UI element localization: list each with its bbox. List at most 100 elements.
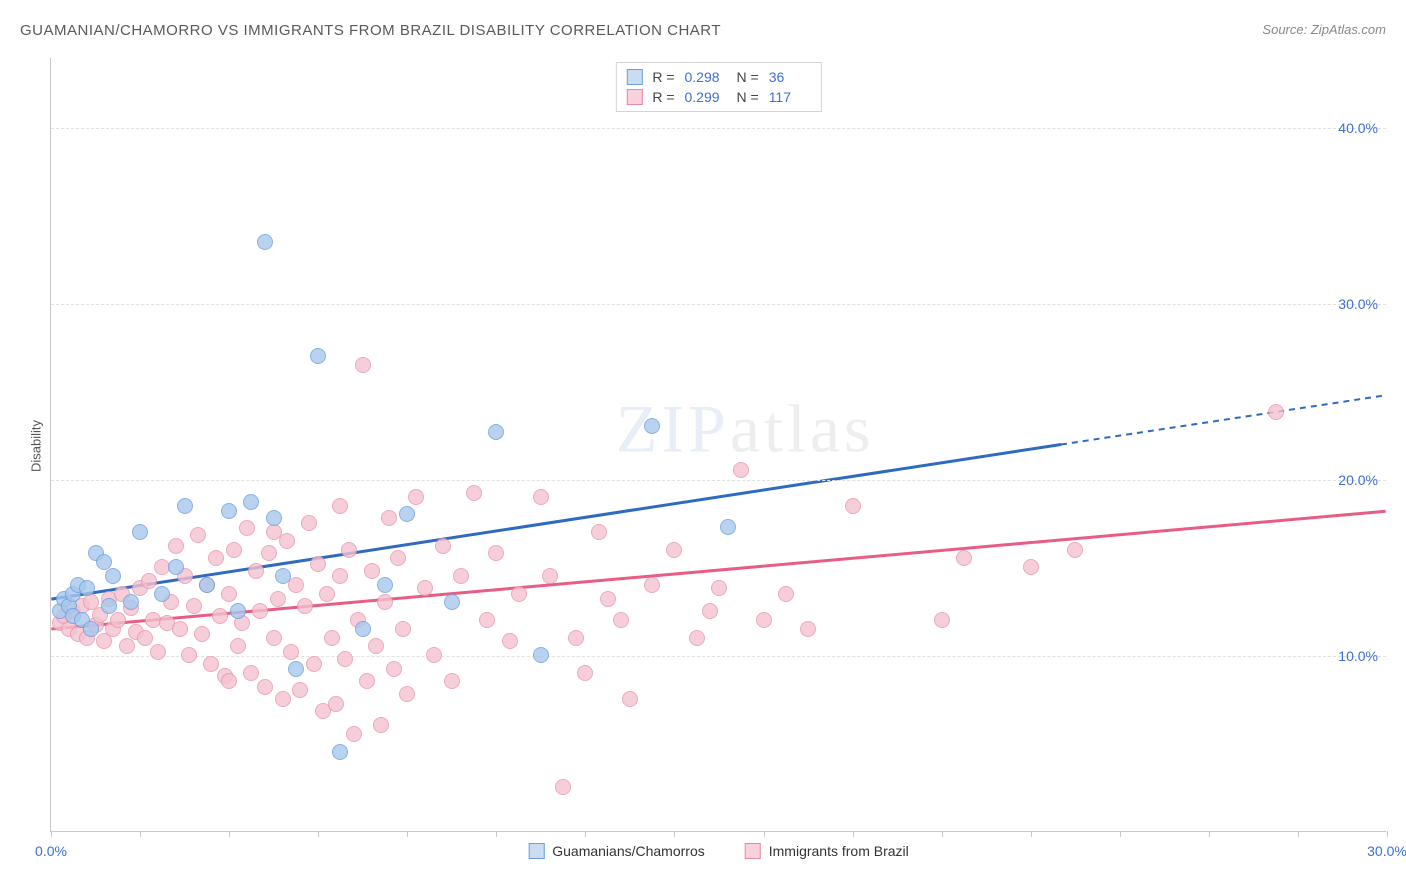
y-tick-label: 30.0%	[1338, 296, 1378, 312]
y-tick-label: 40.0%	[1338, 120, 1378, 136]
data-point-guamanians	[720, 519, 736, 535]
data-point-brazil	[453, 568, 469, 584]
data-point-brazil	[110, 612, 126, 628]
x-tick	[1031, 831, 1032, 837]
data-point-brazil	[150, 644, 166, 660]
chart-title: GUAMANIAN/CHAMORRO VS IMMIGRANTS FROM BR…	[20, 22, 721, 39]
data-point-brazil	[141, 573, 157, 589]
x-tick	[1209, 831, 1210, 837]
data-point-brazil	[306, 656, 322, 672]
data-point-guamanians	[644, 418, 660, 434]
data-point-brazil	[395, 621, 411, 637]
data-point-brazil	[702, 603, 718, 619]
x-tick	[764, 831, 765, 837]
plot-area: ZIPatlas R = 0.298 N = 36 R = 0.299 N = …	[50, 58, 1386, 832]
data-point-brazil	[257, 679, 273, 695]
data-point-guamanians	[230, 603, 246, 619]
x-tick	[229, 831, 230, 837]
data-point-brazil	[502, 633, 518, 649]
data-point-guamanians	[123, 594, 139, 610]
data-point-guamanians	[199, 577, 215, 593]
data-point-brazil	[466, 485, 482, 501]
x-tick	[407, 831, 408, 837]
data-point-brazil	[221, 586, 237, 602]
data-point-brazil	[644, 577, 660, 593]
data-point-brazil	[386, 661, 402, 677]
data-point-brazil	[226, 542, 242, 558]
data-point-brazil	[319, 586, 335, 602]
data-point-brazil	[337, 651, 353, 667]
data-point-guamanians	[488, 424, 504, 440]
gridline-h	[51, 480, 1386, 481]
x-tick	[585, 831, 586, 837]
stats-row-brazil: R = 0.299 N = 117	[626, 87, 810, 107]
data-point-brazil	[310, 556, 326, 572]
data-point-brazil	[399, 686, 415, 702]
data-point-brazil	[119, 638, 135, 654]
data-point-brazil	[800, 621, 816, 637]
data-point-guamanians	[101, 598, 117, 614]
legend-label-brazil: Immigrants from Brazil	[769, 843, 909, 859]
data-point-brazil	[279, 533, 295, 549]
source-attribution: Source: ZipAtlas.com	[1262, 22, 1386, 37]
data-point-brazil	[248, 563, 264, 579]
data-point-guamanians	[168, 559, 184, 575]
data-point-brazil	[666, 542, 682, 558]
data-point-brazil	[600, 591, 616, 607]
data-point-brazil	[956, 550, 972, 566]
source-value: ZipAtlas.com	[1311, 22, 1386, 37]
data-point-brazil	[266, 524, 282, 540]
data-point-brazil	[221, 673, 237, 689]
data-point-brazil	[270, 591, 286, 607]
data-point-brazil	[733, 462, 749, 478]
data-point-brazil	[297, 598, 313, 614]
x-tick	[318, 831, 319, 837]
n-label: N =	[737, 69, 759, 85]
data-point-brazil	[239, 520, 255, 536]
data-point-brazil	[212, 608, 228, 624]
data-point-brazil	[194, 626, 210, 642]
data-point-brazil	[756, 612, 772, 628]
data-point-brazil	[368, 638, 384, 654]
x-tick-label: 30.0%	[1367, 843, 1406, 859]
data-point-guamanians	[266, 510, 282, 526]
data-point-brazil	[359, 673, 375, 689]
data-point-brazil	[568, 630, 584, 646]
data-point-brazil	[613, 612, 629, 628]
data-point-brazil	[444, 673, 460, 689]
gridline-h	[51, 304, 1386, 305]
data-point-brazil	[355, 357, 371, 373]
data-point-brazil	[243, 665, 259, 681]
data-point-guamanians	[332, 744, 348, 760]
data-point-guamanians	[310, 348, 326, 364]
data-point-guamanians	[79, 580, 95, 596]
data-point-guamanians	[288, 661, 304, 677]
data-point-brazil	[435, 538, 451, 554]
y-axis-label: Disability	[29, 420, 44, 472]
data-point-brazil	[292, 682, 308, 698]
data-point-guamanians	[221, 503, 237, 519]
x-tick	[1387, 831, 1388, 837]
legend-item-guamanians: Guamanians/Chamorros	[528, 843, 705, 859]
data-point-brazil	[283, 644, 299, 660]
data-point-guamanians	[243, 494, 259, 510]
data-point-brazil	[408, 489, 424, 505]
data-point-guamanians	[533, 647, 549, 663]
data-point-guamanians	[154, 586, 170, 602]
data-point-brazil	[426, 647, 442, 663]
data-point-brazil	[275, 691, 291, 707]
legend-swatch-brazil	[745, 843, 761, 859]
data-point-brazil	[324, 630, 340, 646]
x-tick	[853, 831, 854, 837]
x-tick-label: 0.0%	[35, 843, 67, 859]
r-value-guamanians: 0.298	[685, 69, 727, 85]
data-point-brazil	[168, 538, 184, 554]
data-point-brazil	[417, 580, 433, 596]
correlation-chart: GUAMANIAN/CHAMORRO VS IMMIGRANTS FROM BR…	[0, 0, 1406, 892]
data-point-brazil	[1023, 559, 1039, 575]
data-point-brazil	[622, 691, 638, 707]
data-point-brazil	[533, 489, 549, 505]
series-legend: Guamanians/Chamorros Immigrants from Bra…	[528, 843, 909, 859]
data-point-brazil	[230, 638, 246, 654]
data-point-guamanians	[399, 506, 415, 522]
